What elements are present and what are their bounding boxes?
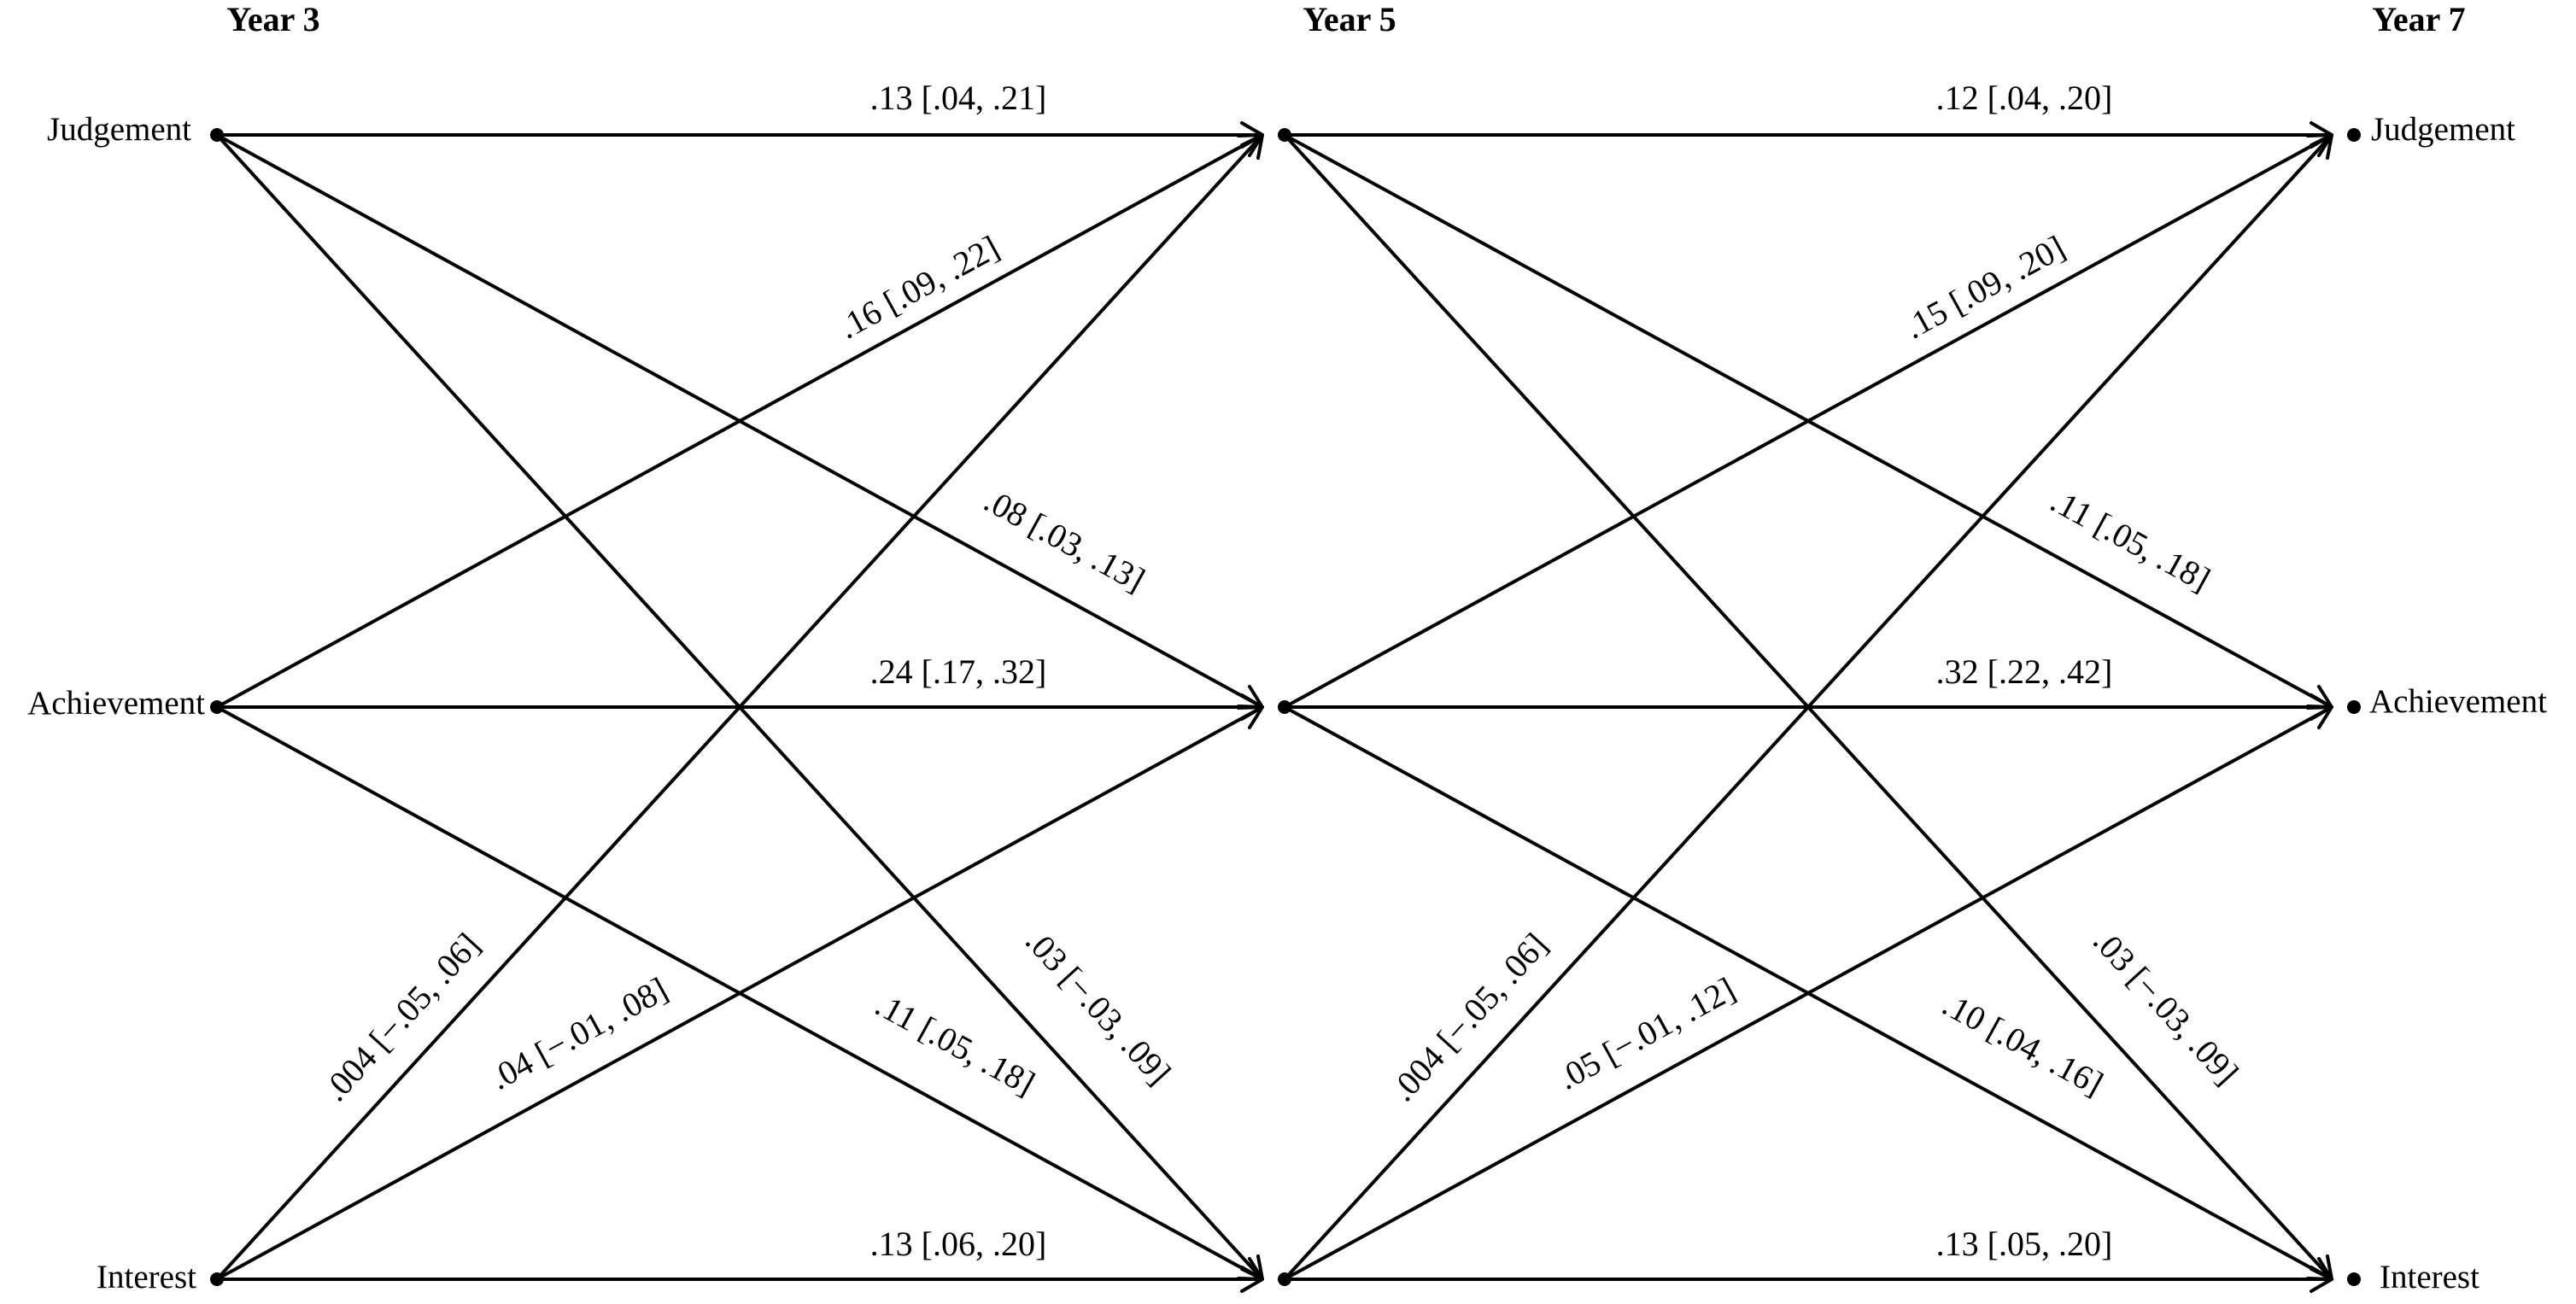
node-y7-achievement bbox=[2347, 700, 2361, 714]
label-y7-judgement: Judgement bbox=[2371, 111, 2515, 148]
arrow-y5a-y7i bbox=[1284, 705, 2333, 1281]
arrowhead-y5i-y7a bbox=[2306, 705, 2333, 729]
header-year-7: Year 7 bbox=[2372, 0, 2465, 38]
arrow-y3j-y5a bbox=[216, 133, 1263, 709]
arrowhead-y5i-y7i bbox=[2310, 1266, 2333, 1293]
node-y7-judgement bbox=[2347, 128, 2361, 142]
coef-y5j-y7i: .03 [−.03, .09] bbox=[2086, 921, 2246, 1092]
coef-y5i-y7j: .004 [−.05, .06] bbox=[1383, 926, 1554, 1108]
coef-y5a-y7i: .10 [.04, .16] bbox=[1936, 985, 2110, 1103]
arrow-y3j-y5i bbox=[215, 133, 1264, 1281]
coef-y3a-y5a: .24 [.17, .32] bbox=[870, 652, 1047, 691]
arrowhead-y3i-y5a bbox=[1237, 705, 1264, 729]
coef-y5a-y7a: .32 [.22, .42] bbox=[1936, 652, 2113, 691]
coef-y3i-y5i: .13 [.06, .20] bbox=[870, 1225, 1047, 1263]
coef-y3j-y5j: .13 [.04, .21] bbox=[870, 79, 1047, 117]
coef-y3a-y5i: .11 [.05, .18] bbox=[869, 985, 1042, 1102]
coef-y3j-y5i: .03 [−.03, .09] bbox=[1018, 921, 1179, 1092]
arrowhead-y3i-y5i bbox=[1240, 1266, 1264, 1293]
label-y3-judgement: Judgement bbox=[47, 111, 191, 148]
coef-y5i-y7a: .05 [−.01, .12] bbox=[1551, 969, 1742, 1097]
coef-y3i-y5a: .04 [−.01, .08] bbox=[483, 969, 674, 1097]
coef-y3i-y5j: .004 [−.05, .06] bbox=[315, 926, 487, 1108]
label-y3-achievement: Achievement bbox=[27, 685, 205, 722]
arrow-y5j-y7a bbox=[1284, 133, 2333, 709]
coef-y5j-y7j: .12 [.04, .20] bbox=[1936, 79, 2113, 117]
arrowhead-y5i-y7j bbox=[2310, 133, 2333, 160]
label-y7-interest: Interest bbox=[2380, 1259, 2479, 1295]
header-year-3: Year 3 bbox=[226, 0, 319, 38]
coef-y5a-y7j: .15 [.09, .20] bbox=[1898, 228, 2071, 347]
arrow-y5j-y7i bbox=[1283, 133, 2333, 1281]
label-y3-interest: Interest bbox=[97, 1259, 196, 1295]
arrowhead-y3i-y5j bbox=[1240, 133, 1264, 160]
header-year-5: Year 5 bbox=[1303, 0, 1396, 38]
coef-y3a-y5j: .16 [.09, .22] bbox=[832, 228, 1005, 347]
coef-y5j-y7a: .11 [.05, .18] bbox=[2045, 481, 2217, 599]
coef-y3j-y5a: .08 [.03, .13] bbox=[978, 481, 1151, 599]
node-y7-interest bbox=[2347, 1272, 2361, 1286]
label-y7-achievement: Achievement bbox=[2369, 683, 2547, 720]
coef-y5i-y7i: .13 [.05, .20] bbox=[1936, 1225, 2113, 1263]
arrow-y3a-y5i bbox=[216, 705, 1263, 1281]
